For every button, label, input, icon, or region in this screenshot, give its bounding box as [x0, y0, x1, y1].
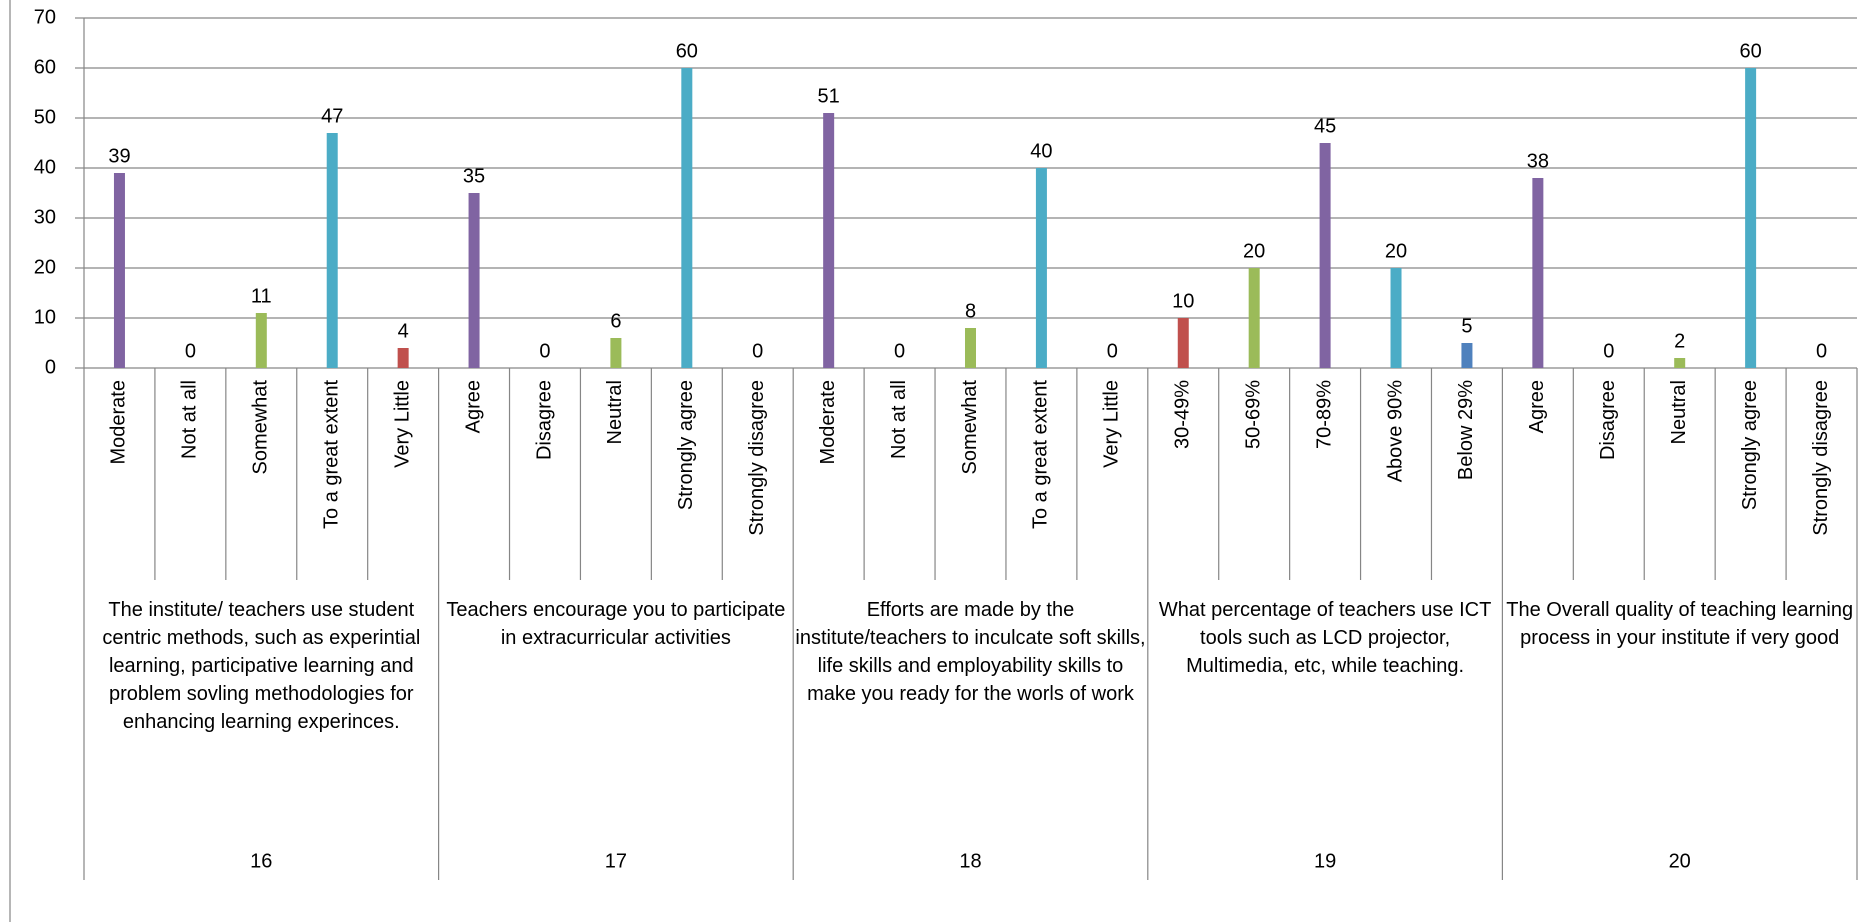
x-tick-label: Disagree: [533, 380, 555, 460]
group-id: 19: [1314, 850, 1336, 872]
value-label: 0: [539, 340, 550, 362]
x-tick-label: Agree: [1526, 380, 1548, 433]
y-tick-label: 50: [34, 106, 56, 128]
x-tick-label: 70-89%: [1313, 380, 1335, 449]
value-label: 60: [1739, 40, 1761, 62]
value-label: 38: [1527, 150, 1549, 172]
bar: [965, 328, 976, 368]
group-label-box: The Overall quality of teaching learning…: [1506, 599, 1854, 649]
group-id: 18: [959, 850, 981, 872]
y-tick-label: 0: [45, 356, 56, 378]
value-label: 2: [1674, 330, 1685, 352]
value-label: 0: [1603, 340, 1614, 362]
x-tick-label: 30-49%: [1172, 380, 1194, 449]
bar: [823, 113, 835, 368]
bar: [255, 313, 267, 368]
value-label: 60: [676, 40, 698, 62]
value-label: 10: [1172, 290, 1194, 312]
y-tick-label: 10: [34, 306, 56, 328]
value-label: 40: [1030, 140, 1052, 162]
x-tick-label: Above 90%: [1384, 380, 1406, 483]
group-label: Efforts are made by the institute/teache…: [795, 599, 1146, 705]
x-tick-label: Not at all: [888, 380, 910, 459]
bar: [681, 68, 693, 368]
x-tick-label: Strongly disagree: [1810, 380, 1832, 536]
group-label: The institute/ teachers use student cent…: [102, 599, 421, 733]
group-label-box: Teachers encourage you to participate in…: [446, 599, 786, 649]
value-label: 39: [108, 145, 130, 167]
x-tick-label: Strongly agree: [1739, 380, 1761, 510]
value-label: 0: [752, 340, 763, 362]
y-tick-label: 30: [34, 206, 56, 228]
value-label: 20: [1385, 240, 1407, 262]
value-label: 51: [818, 85, 840, 107]
value-label: 4: [398, 320, 409, 342]
value-label: 20: [1243, 240, 1265, 262]
group-id: 20: [1669, 850, 1691, 872]
x-tick-label: Neutral: [604, 380, 626, 444]
x-tick-label: Neutral: [1668, 380, 1690, 444]
value-label: 47: [321, 105, 343, 127]
value-label: 6: [610, 310, 621, 332]
x-tick-label: Not at all: [179, 380, 201, 459]
bar: [1035, 168, 1047, 368]
y-tick-label: 70: [34, 6, 56, 28]
group-label-box: Efforts are made by the institute/teache…: [795, 599, 1146, 705]
x-tick-label: To a great extent: [1030, 380, 1052, 529]
value-label: 35: [463, 165, 485, 187]
group-label-box: The institute/ teachers use student cent…: [102, 599, 421, 733]
bar: [326, 133, 338, 368]
x-tick-label: Disagree: [1597, 380, 1619, 460]
group-id: 16: [250, 850, 272, 872]
value-label: 5: [1461, 315, 1472, 337]
x-tick-label: Moderate: [108, 380, 130, 465]
value-label: 0: [1816, 340, 1827, 362]
x-tick-label: Below 29%: [1455, 380, 1477, 480]
value-label: 8: [965, 300, 976, 322]
x-tick-label: 50-69%: [1242, 380, 1264, 449]
bar: [468, 193, 480, 368]
bar: [397, 348, 409, 368]
bar: [1177, 318, 1189, 368]
value-label: 45: [1314, 115, 1336, 137]
bar: [1745, 68, 1757, 368]
value-label: 0: [1107, 340, 1118, 362]
x-tick-label: To a great extent: [321, 380, 343, 529]
y-tick-label: 60: [34, 56, 56, 78]
bar: [1532, 178, 1544, 368]
y-tick-label: 20: [34, 256, 56, 278]
value-label: 11: [251, 285, 272, 307]
bar: [1390, 268, 1402, 368]
x-tick-label: Somewhat: [959, 380, 981, 475]
x-tick-label: Moderate: [817, 380, 839, 465]
x-tick-label: Somewhat: [250, 380, 272, 475]
bar: [610, 338, 622, 368]
x-tick-label: Agree: [462, 380, 484, 433]
bar: [1461, 343, 1473, 368]
x-tick-label: Very Little: [1101, 380, 1123, 468]
x-tick-label: Very Little: [391, 380, 413, 468]
y-tick-label: 40: [34, 156, 56, 178]
x-tick-label: Strongly disagree: [746, 380, 768, 536]
value-label: 0: [894, 340, 905, 362]
bar: [1319, 143, 1331, 368]
group-label: Teachers encourage you to participate in…: [446, 599, 786, 649]
value-label: 0: [185, 340, 196, 362]
x-tick-label: Strongly agree: [675, 380, 697, 510]
group-label: The Overall quality of teaching learning…: [1506, 599, 1854, 649]
bar: [1248, 268, 1260, 368]
group-label: What percentage of teachers use ICT tool…: [1158, 599, 1492, 677]
group-label-box: What percentage of teachers use ICT tool…: [1158, 599, 1492, 677]
group-id: 17: [605, 850, 627, 872]
bar: [1674, 358, 1686, 368]
bar: [113, 173, 125, 368]
